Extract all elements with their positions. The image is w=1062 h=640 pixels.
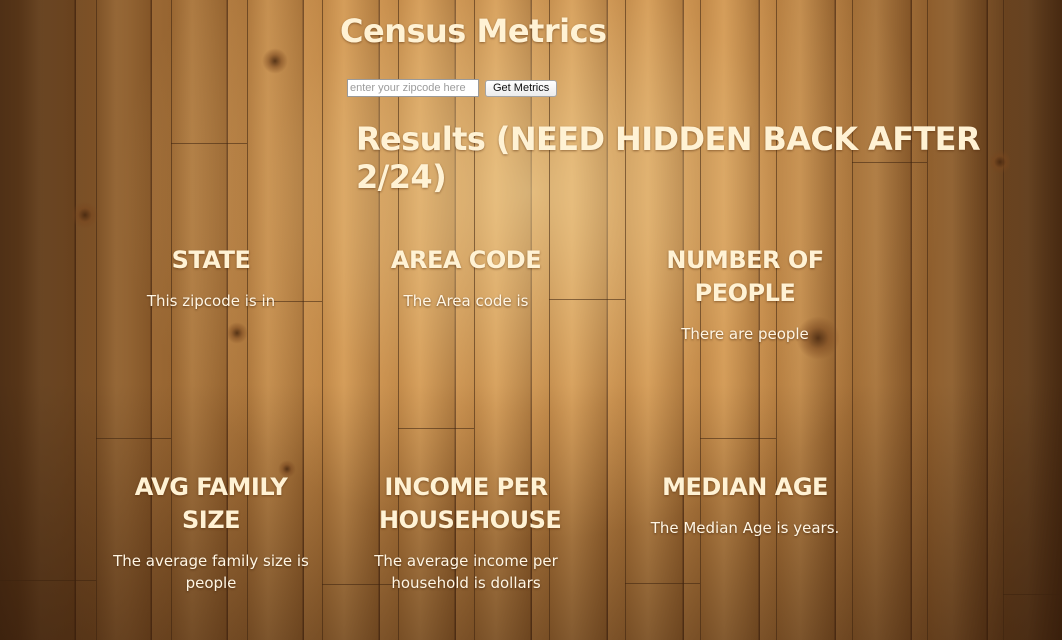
- metric-title: MEDIAN AGE: [662, 473, 828, 501]
- metric-text: There are people: [681, 325, 809, 343]
- metric-avg-family-size: AVG FAMILY SIZE The average family size …: [106, 471, 316, 594]
- plank-seam: [1003, 0, 1004, 640]
- plank-cross: [1003, 594, 1062, 595]
- plank-cross: [247, 301, 322, 302]
- plank-cross: [625, 583, 700, 584]
- wood-knot: [226, 322, 248, 344]
- get-metrics-button[interactable]: Get Metrics: [485, 79, 558, 97]
- plank-seam: [625, 0, 626, 640]
- plank-cross: [700, 438, 776, 439]
- wood-knot: [278, 460, 296, 478]
- metric-title: NUMBER OF PEOPLE: [666, 246, 824, 307]
- plank-cross: [0, 580, 96, 581]
- metric-title: AVG FAMILY SIZE: [134, 473, 288, 534]
- plank-cross: [852, 162, 927, 163]
- plank-seam: [398, 0, 399, 640]
- metric-income-per-household: INCOME PER HOUSEHOUSE The average income…: [361, 471, 571, 594]
- metric-text: The average family size is people: [113, 552, 309, 592]
- plank-seam: [776, 0, 777, 640]
- plank-cross: [322, 584, 398, 585]
- wood-knot: [262, 48, 288, 74]
- wood-knot: [990, 148, 1010, 176]
- plank-cross: [96, 438, 171, 439]
- plank-seam: [474, 0, 475, 640]
- metric-text: The average income per household is doll…: [374, 552, 558, 592]
- results-heading: Results (NEED HIDDEN BACK AFTER 2/24): [356, 120, 981, 196]
- plank-seam: [247, 0, 248, 640]
- metric-number-of-people: NUMBER OF PEOPLE There are people: [640, 244, 850, 345]
- plank-seam: [171, 0, 172, 640]
- wood-knot: [796, 316, 840, 360]
- metric-state: STATE This zipcode is in: [106, 244, 316, 312]
- metric-title: STATE: [171, 246, 251, 274]
- metric-area-code: AREA CODE The Area code is: [361, 244, 571, 312]
- zipcode-search-form: Get Metrics: [347, 79, 558, 97]
- plank-seam: [322, 0, 323, 640]
- zipcode-input[interactable]: [347, 79, 479, 97]
- plank-cross: [171, 143, 247, 144]
- metric-text: This zipcode is in: [146, 292, 276, 310]
- metric-text: The Median Age is years.: [650, 519, 840, 537]
- metric-median-age: MEDIAN AGE The Median Age is years.: [640, 471, 850, 539]
- wood-knot: [72, 200, 98, 230]
- metric-text: The Area code is: [403, 292, 529, 310]
- plank-seam: [852, 0, 853, 640]
- plank-cross: [398, 428, 474, 429]
- plank-seam: [700, 0, 701, 640]
- metric-title: AREA CODE: [390, 246, 542, 274]
- plank-seam: [549, 0, 550, 640]
- metric-title: INCOME PER HOUSEHOUSE: [379, 473, 562, 534]
- page-title: Census Metrics: [340, 12, 607, 50]
- plank-seam: [96, 0, 97, 640]
- plank-seam: [927, 0, 928, 640]
- plank-cross: [549, 299, 625, 300]
